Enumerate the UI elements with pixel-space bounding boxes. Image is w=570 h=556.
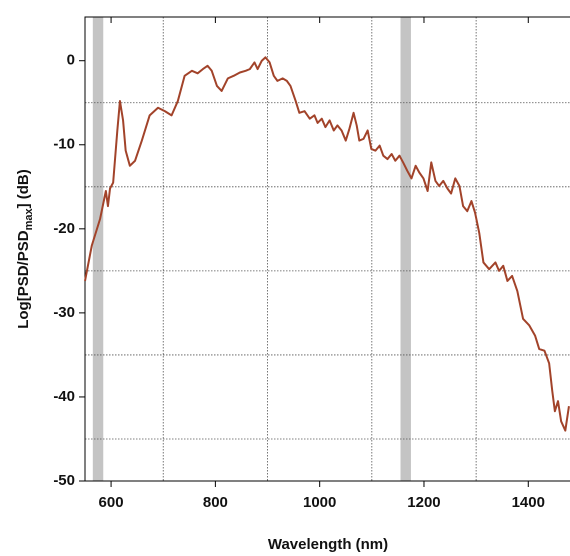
x-tick-label: 1000 [303,494,336,511]
shaded-band [92,17,104,481]
x-axis-label: Wavelength (nm) [268,536,388,553]
x-tick-label: 1400 [512,494,545,511]
y-tick-label: -20 [53,220,75,237]
shaded-band [400,17,411,481]
y-axis-label-end: ] (dB) [15,169,32,208]
y-tick-label: 0 [67,52,75,69]
y-tick-label: -10 [53,136,75,153]
y-tick-label: -40 [53,388,75,405]
x-tick-label: 1200 [407,494,440,511]
data-line [84,56,570,432]
y-axis-label-subscript: max [23,208,35,231]
y-axis-label-main: Log[PSD/PSD [15,230,32,329]
x-tick-label: 600 [99,494,124,511]
y-tick-label: -30 [53,304,75,321]
x-tick-label: 800 [203,494,228,511]
y-axis-label: Log[PSD/PSDmax] (dB) [15,169,35,329]
axis-frame [84,16,570,482]
y-tick-label: -50 [53,472,75,489]
